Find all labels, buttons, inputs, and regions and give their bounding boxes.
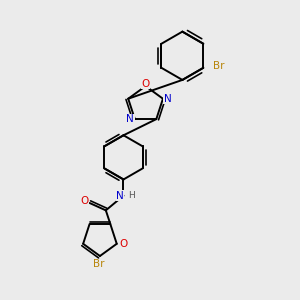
Text: N: N (164, 94, 172, 104)
Text: O: O (80, 196, 88, 206)
Text: N: N (116, 190, 124, 201)
Text: Br: Br (213, 61, 224, 71)
Text: O: O (142, 79, 150, 89)
Text: N: N (126, 114, 134, 124)
Text: H: H (128, 191, 135, 200)
Text: O: O (119, 239, 127, 249)
Text: Br: Br (93, 259, 104, 269)
